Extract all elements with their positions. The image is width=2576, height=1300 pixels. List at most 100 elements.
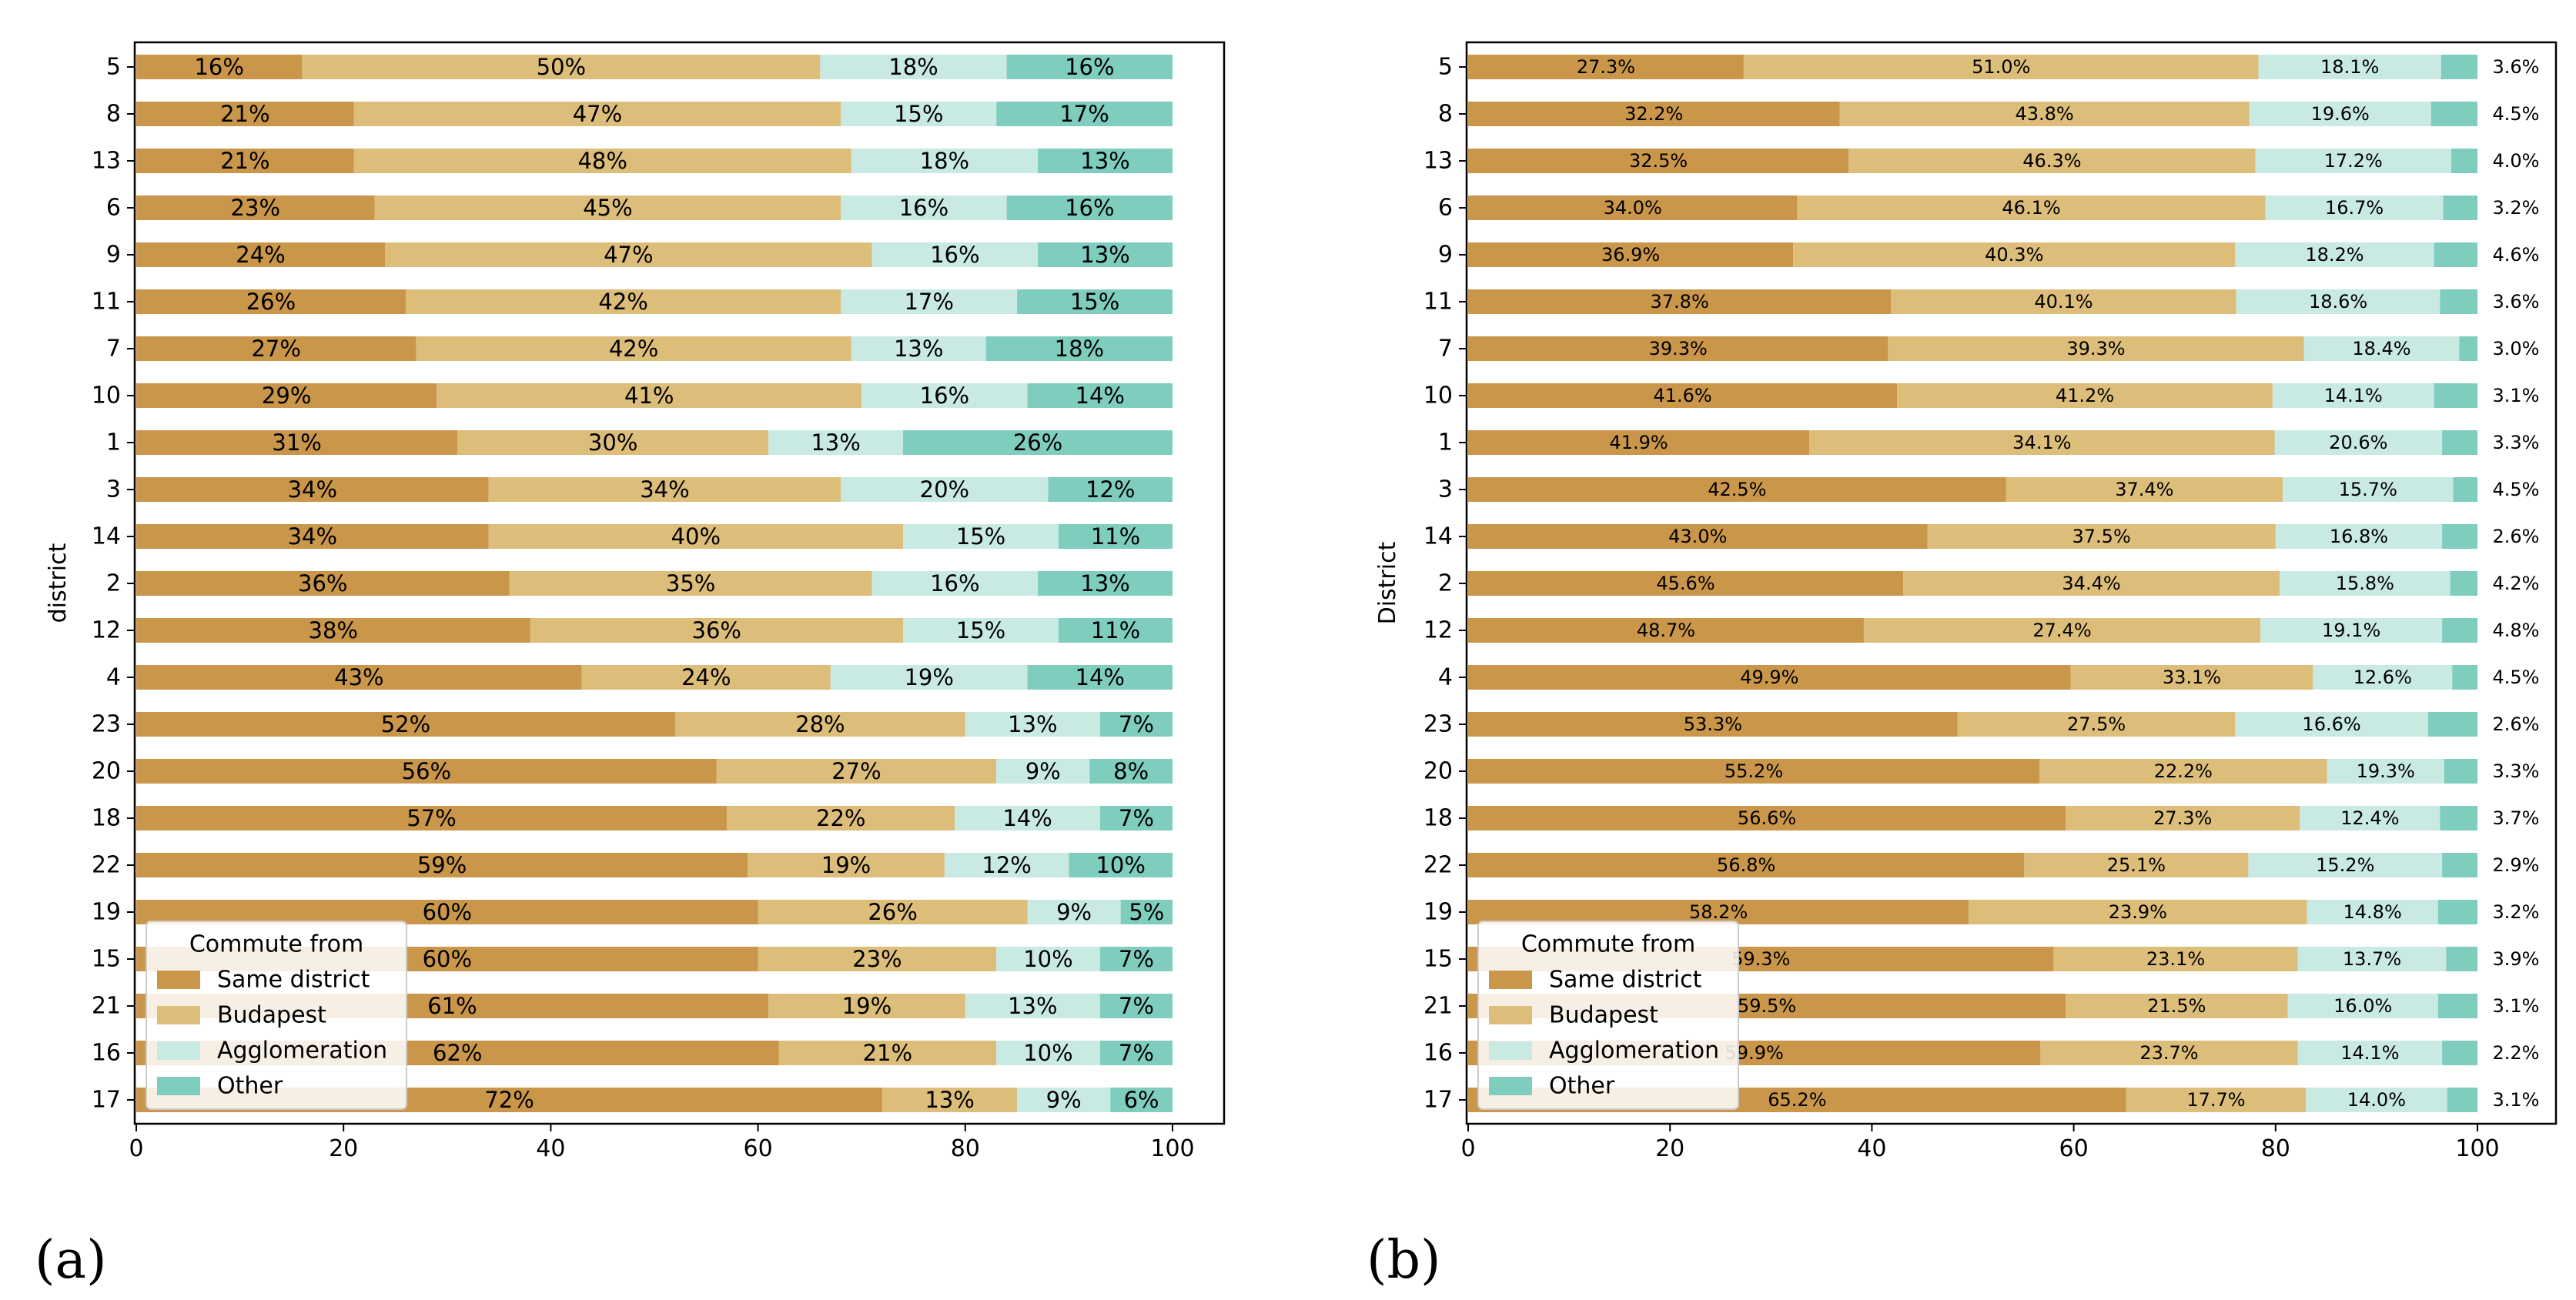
y-axis-label: District [1374, 541, 1401, 624]
bar-segment [2303, 336, 2460, 361]
bar-value-label: 21% [863, 1040, 912, 1066]
bar-segment [2260, 618, 2443, 643]
bar-segment [136, 712, 675, 737]
bar-value-label: 13.7% [2343, 948, 2401, 970]
bar-value-label: 12% [982, 852, 1031, 878]
bar-value-label: 36% [692, 617, 741, 643]
bar-segment [2040, 1041, 2298, 1065]
bar-value-label: 57% [406, 805, 456, 831]
bar-value-label: 21% [220, 101, 269, 127]
bar-value-label: 18% [888, 54, 938, 80]
bar-value-label: 3.2% [2493, 197, 2540, 219]
bar-value-label: 13% [1008, 711, 1057, 737]
bar-value-label: 72% [484, 1087, 534, 1113]
bar-segment [136, 665, 582, 690]
bar-segment [1891, 289, 2236, 314]
bar-value-label: 22% [816, 805, 865, 831]
y-tick-label: 10 [92, 383, 121, 409]
bar-value-label: 15.7% [2339, 479, 2397, 500]
bar-segment [1099, 994, 1173, 1018]
bar-value-label: 17% [904, 289, 953, 315]
bar-value-label: 50% [537, 54, 586, 80]
bar-segment [2300, 806, 2441, 830]
y-tick-label: 11 [1423, 289, 1453, 316]
bar-value-label: 10% [1023, 946, 1072, 972]
bar-value-label: 20.6% [2329, 432, 2387, 453]
bar-segment [2451, 149, 2477, 173]
bar-value-label: 43.8% [2015, 103, 2073, 125]
bar-segment [674, 712, 965, 737]
bar-segment [778, 1041, 997, 1065]
bar-segment [437, 383, 862, 408]
legend-swatch [1489, 1077, 1532, 1095]
panel-label: (a) [35, 1230, 107, 1291]
bar-segment [1099, 806, 1173, 830]
bar-segment [955, 806, 1100, 830]
bar-segment [2434, 383, 2477, 408]
bar-segment [2434, 242, 2477, 267]
bar-value-label: 53.3% [1684, 713, 1742, 735]
bar-value-label: 41.6% [1653, 385, 1711, 406]
bar-segment [758, 947, 997, 971]
x-tick-label: 100 [2455, 1135, 2499, 1162]
bar-segment [2006, 477, 2283, 502]
bar-segment [2024, 853, 2249, 877]
x-tick-label: 40 [1857, 1135, 1886, 1162]
bar-value-label: 62% [433, 1040, 482, 1066]
legend-swatch [1489, 1006, 1532, 1024]
legend-entry-label: Budapest [1549, 1002, 1658, 1029]
bar-value-label: 9% [1056, 899, 1092, 925]
bar-value-label: 23.7% [2139, 1042, 2198, 1064]
bar-segment [136, 853, 748, 877]
bar-value-label: 3.3% [2493, 432, 2540, 453]
bar-value-label: 14% [1002, 805, 1052, 831]
x-tick-label: 60 [2059, 1135, 2089, 1162]
bar-value-label: 34.0% [1604, 197, 1662, 219]
bar-segment [1969, 900, 2307, 924]
bar-segment [2306, 1088, 2447, 1112]
bar-value-label: 32.2% [1624, 103, 1683, 125]
bar-segment [903, 618, 1059, 643]
bar-segment [1468, 900, 1969, 924]
bar-value-label: 17.2% [2324, 150, 2383, 172]
y-tick-label: 4 [1438, 664, 1453, 691]
bar-value-label: 6% [1124, 1087, 1159, 1113]
bar-segment [1099, 1041, 1173, 1065]
bar-segment [2280, 571, 2451, 596]
bar-value-label: 34.1% [2012, 432, 2071, 453]
bar-value-label: 56% [402, 758, 451, 784]
bar-value-label: 8% [1113, 758, 1149, 784]
bar-segment [2447, 1088, 2477, 1112]
bar-value-label: 34% [288, 523, 337, 550]
bar-value-label: 19% [904, 664, 953, 690]
y-tick-label: 1 [1438, 429, 1453, 456]
bar-value-label: 46.1% [2002, 197, 2060, 219]
bar-value-label: 13% [925, 1087, 974, 1113]
bar-segment [965, 994, 1100, 1018]
bar-segment [996, 947, 1100, 971]
bar-value-label: 10% [1096, 852, 1145, 878]
bar-segment [2450, 571, 2477, 596]
x-tick-label: 100 [1150, 1135, 1194, 1162]
bar-value-label: 19.1% [2322, 620, 2380, 641]
bar-value-label: 58.2% [1689, 901, 1748, 923]
bar-value-label: 40.1% [2034, 291, 2093, 312]
bar-segment [488, 477, 841, 502]
bar-segment [1120, 900, 1173, 924]
bar-value-label: 16% [930, 242, 979, 268]
bar-segment [2274, 430, 2443, 455]
bar-segment [2441, 55, 2477, 79]
bar-segment [996, 759, 1090, 784]
bar-segment [851, 336, 986, 361]
chart-panel-a: 16% 50% 18% 16%521% 47% 15% 17%821% 48% 18% 13%13… [35, 41, 1226, 1291]
bar-segment [1048, 477, 1173, 502]
bar-segment [830, 665, 1028, 690]
bar-segment [530, 618, 904, 643]
bar-value-label: 16.8% [2330, 526, 2388, 547]
bar-segment [2070, 665, 2313, 690]
bar-segment [820, 55, 1007, 79]
bar-segment [136, 900, 758, 924]
bar-segment [2327, 759, 2444, 784]
bar-segment [1069, 853, 1173, 877]
bar-value-label: 13% [1080, 570, 1129, 597]
